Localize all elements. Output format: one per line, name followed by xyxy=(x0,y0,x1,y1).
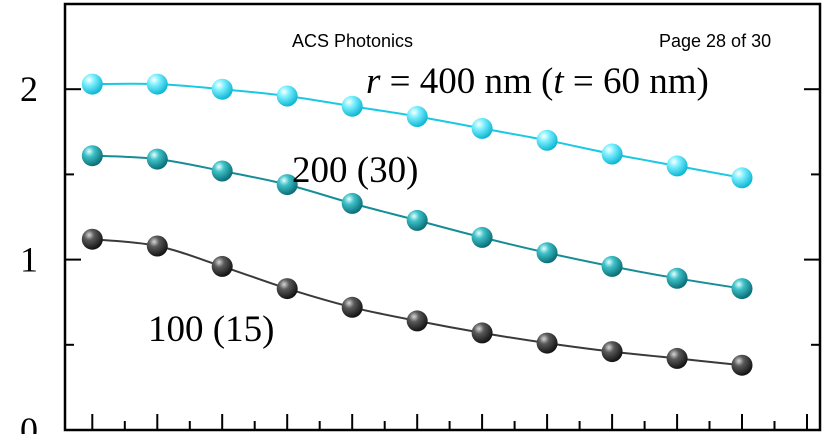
data-point-r400-9 xyxy=(666,155,688,177)
data-point-r400-5 xyxy=(406,106,428,127)
data-point-r400-10 xyxy=(731,167,753,189)
data-point-r200-7 xyxy=(536,242,558,264)
data-point-r100-3 xyxy=(276,278,298,300)
data-point-r200-0 xyxy=(81,145,103,167)
data-point-r400-0 xyxy=(81,73,103,95)
data-point-r100-9 xyxy=(666,347,688,369)
axis-ticks: 0 1 2 xyxy=(20,69,820,434)
y-tick-label-2: 2 xyxy=(20,69,38,109)
data-point-r200-3 xyxy=(276,174,298,196)
y-tick-label-0: 0 xyxy=(20,410,38,434)
journal-header: ACS Photonics xyxy=(292,31,413,51)
data-point-r100-5 xyxy=(406,310,428,332)
data-point-r400-4 xyxy=(341,95,363,117)
data-point-r100-6 xyxy=(471,322,493,344)
series-label-r100: 100 (15) xyxy=(148,309,274,350)
series-label-r400-var-t: t xyxy=(553,61,565,102)
data-point-r400-8 xyxy=(601,143,623,165)
series-label-r400-var-r: r xyxy=(366,61,381,102)
data-point-r200-9 xyxy=(666,267,688,289)
y-tick-label-1: 1 xyxy=(20,240,38,280)
series-label-r400-t-text: = 60 nm) xyxy=(564,61,709,102)
data-point-r400-7 xyxy=(536,129,558,151)
data-point-r100-7 xyxy=(536,332,558,354)
data-point-r400-2 xyxy=(211,78,233,100)
data-point-r200-2 xyxy=(211,160,233,182)
data-point-r200-10 xyxy=(731,278,753,300)
data-point-r100-4 xyxy=(341,296,363,318)
data-point-r200-1 xyxy=(146,148,168,170)
data-point-r100-2 xyxy=(211,255,233,277)
data-point-r200-8 xyxy=(601,255,623,277)
series-points xyxy=(81,73,753,376)
data-point-r400-1 xyxy=(146,73,168,95)
data-point-r400-6 xyxy=(471,117,493,139)
data-point-r100-8 xyxy=(601,341,623,363)
data-point-r200-6 xyxy=(471,226,493,248)
data-point-r200-5 xyxy=(406,209,428,231)
plot-frame xyxy=(63,2,822,432)
page-number-header: Page 28 of 30 xyxy=(659,31,771,51)
data-point-r100-10 xyxy=(731,354,753,376)
data-point-r100-0 xyxy=(81,228,103,250)
data-point-r100-1 xyxy=(146,235,168,257)
series-label-r200: 200 (30) xyxy=(292,150,418,191)
series-label-r400-r-text: = 400 nm ( xyxy=(380,61,553,102)
data-point-r200-4 xyxy=(341,192,363,214)
data-point-r400-3 xyxy=(276,85,298,107)
series-label-r400: r = 400 nm (t = 60 nm) xyxy=(366,61,709,102)
